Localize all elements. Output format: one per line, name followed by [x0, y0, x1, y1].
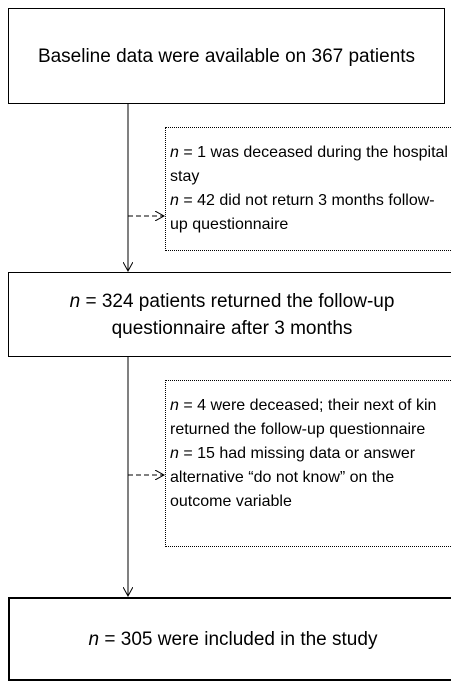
n-symbol: n [170, 397, 179, 414]
box: n = 1 was deceased during the hospital s… [165, 127, 451, 251]
text-item: n = 324 patients returned the follow-up … [19, 288, 445, 342]
text: = 324 patients returned the follow-up qu… [80, 290, 395, 339]
text-item: Baseline data were available on 367 pati… [19, 43, 434, 70]
text: Baseline data were available on 367 pati… [37, 45, 416, 67]
n-symbol: n [170, 144, 179, 161]
box: n = 4 were deceased; their next of kin r… [165, 380, 451, 547]
box: n = 305 were included in the study [8, 597, 451, 681]
text-item: n = 15 had missing data or answer altern… [170, 442, 451, 514]
box: Baseline data were available on 367 pati… [8, 8, 445, 104]
n-symbol: n [88, 628, 100, 650]
n-symbol: n [170, 192, 179, 209]
box: n = 324 patients returned the follow-up … [8, 272, 451, 357]
n-symbol: n [69, 290, 81, 312]
text: = 42 did not return 3 months follow-up q… [170, 192, 435, 233]
text: = 15 had missing data or answer alternat… [170, 445, 416, 510]
text-item: n = 42 did not return 3 months follow-up… [170, 189, 451, 237]
text: = 4 were deceased; their next of kin ret… [170, 397, 437, 438]
n-symbol: n [170, 445, 179, 462]
text-item: n = 305 were included in the study [20, 626, 446, 653]
text: = 1 was deceased during the hospital sta… [170, 144, 448, 185]
text: = 305 were included in the study [99, 628, 378, 650]
text-item: n = 4 were deceased; their next of kin r… [170, 394, 451, 442]
text-item: n = 1 was deceased during the hospital s… [170, 141, 451, 189]
